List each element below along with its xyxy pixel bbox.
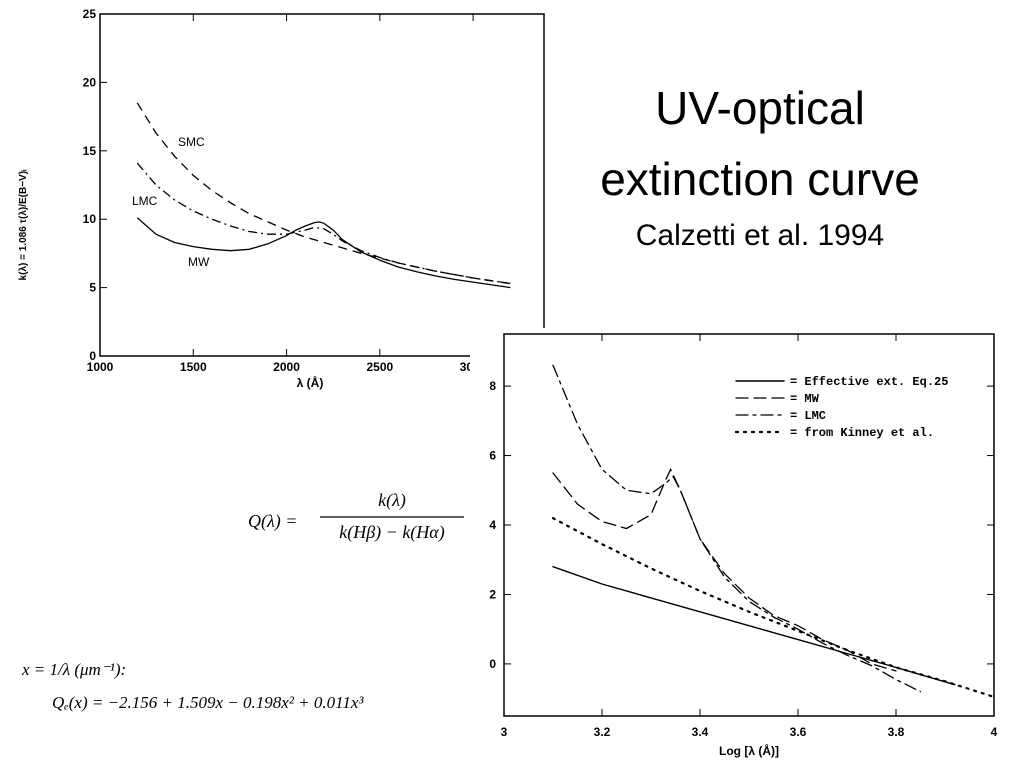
chart-a-ytick-label: 25	[83, 7, 97, 21]
chart-b-ytick-label: 8	[489, 379, 496, 393]
chart-b-series	[551, 364, 996, 699]
chart-b-xtick-label: 3	[501, 725, 508, 739]
chart-a-series	[136, 102, 511, 289]
chart-b-background	[470, 328, 1010, 764]
equation-q-lhs: Q(λ) =	[248, 511, 297, 532]
chart-b-series-3	[551, 516, 996, 699]
chart-b-xtick-label: 3.2	[594, 725, 611, 739]
equation-q-numerator: k(λ)	[378, 490, 406, 511]
chart-b-legend-label: = LMC	[790, 409, 826, 423]
equation-qe-polynomial: Qₑ(x) = −2.156 + 1.509x − 0.198x² + 0.01…	[52, 693, 364, 712]
equation-q-denominator: k(Hβ) − k(Hα)	[339, 522, 445, 543]
chart-a-ytick-label: 20	[83, 75, 97, 89]
chart-a-xtick-label: 2500	[366, 360, 393, 374]
slide-title-line1: UV-optical	[655, 82, 865, 134]
chart-a-label-mw: MW	[188, 255, 210, 269]
chart-a-label-lmc: LMC	[132, 194, 158, 208]
chart-b-xtick-label: 3.4	[692, 725, 709, 739]
chart-a-xtick-label: 1000	[87, 360, 114, 374]
chart-a-frame	[99, 13, 545, 357]
chart-b-xtick-label: 3.8	[888, 725, 905, 739]
equation-q-lambda: Q(λ) = k(λ) k(Hβ) − k(Hα)	[248, 490, 464, 543]
chart-b-legend: = Effective ext. Eq.25 = MW = LMC = from Ki…	[734, 375, 948, 440]
chart-a-ytick-label: 10	[83, 212, 97, 226]
chart-a-xlabel: λ (Å)	[297, 375, 324, 390]
chart-a-xtick-label: 2000	[273, 360, 300, 374]
chart-extinction-log-lambda: 3 3.2 3.4 3.6 3.8 4 0 2 4 6 8 = Effective ext. Eq.…	[470, 328, 1010, 764]
chart-a-xtick-label: 1500	[180, 360, 207, 374]
chart-b-series-0	[552, 566, 956, 686]
chart-a-ytick-label: 15	[83, 144, 97, 158]
chart-a-series-lmc	[136, 162, 511, 285]
chart-b-legend-label: = Effective ext. Eq.25	[790, 375, 948, 389]
chart-a-ytick-label: 0	[89, 349, 96, 363]
slide-title-line2: extinction curve	[600, 153, 920, 205]
chart-b-legend-label: = from Kinney et al.	[790, 426, 934, 440]
chart-calzetti-k-lambda: 100015002000250030000510152025 SMC LMC M…	[18, 7, 545, 390]
chart-a-ytick-label: 5	[89, 281, 96, 295]
chart-b-ytick-label: 2	[489, 587, 496, 601]
chart-a-series-mw	[136, 217, 511, 289]
chart-b-ytick-label: 6	[489, 449, 496, 463]
chart-b-series-2	[552, 364, 922, 693]
chart-b-xtick-label: 4	[991, 725, 998, 739]
slide-subtitle: Calzetti et al. 1994	[636, 219, 884, 252]
chart-b-ytick-label: 4	[489, 518, 496, 532]
chart-a-ylabel: k(λ) = 1.086 τ(λ)/E(B−V)ᵢ	[18, 169, 29, 281]
chart-b-xtick-label: 3.6	[790, 725, 807, 739]
chart-b-ticks: 3 3.2 3.4 3.6 3.8 4 0 2 4 6 8	[489, 334, 998, 739]
chart-b-ytick-label: 0	[489, 657, 496, 671]
chart-b-xlabel: Log [λ (Å)]	[719, 743, 779, 758]
chart-b-legend-label: = MW	[790, 392, 820, 406]
chart-a-ticks: 100015002000250030000510152025	[83, 7, 487, 374]
equation-x-definition: x = 1/λ (μm⁻¹):	[21, 660, 126, 679]
chart-a-label-smc: SMC	[178, 135, 205, 149]
